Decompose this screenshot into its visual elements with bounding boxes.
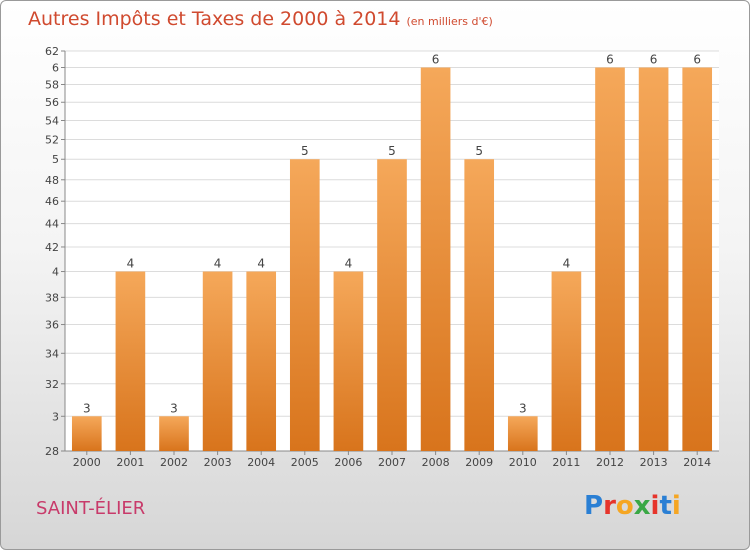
logo-letter: P: [584, 491, 604, 521]
bar: [202, 271, 233, 451]
y-tick-label: 6: [52, 61, 59, 74]
x-tick-label: 2004: [247, 456, 275, 469]
bar-value-label: 4: [345, 257, 353, 271]
bar-value-label: 5: [301, 144, 309, 158]
x-tick-label: 2011: [552, 456, 580, 469]
y-tick-label: 38: [45, 291, 59, 304]
x-tick-label: 2005: [291, 456, 319, 469]
y-tick-label: 48: [45, 174, 59, 187]
unit-label: (en milliers d'€): [406, 15, 493, 28]
y-tick-label: 56: [45, 96, 59, 109]
title-text: Autres Impôts et Taxes de 2000 à 2014: [28, 8, 401, 30]
logo-letter: t: [659, 491, 672, 521]
y-tick-label: 36: [45, 319, 59, 332]
bar: [507, 416, 538, 451]
bar: [377, 159, 407, 451]
y-tick-label: 54: [45, 115, 59, 128]
bar: [682, 67, 713, 451]
logo-letter: x: [633, 491, 651, 521]
y-tick-label: 62: [45, 45, 59, 58]
bar-value-label: 3: [170, 401, 178, 415]
y-tick-label: 28: [45, 445, 59, 458]
x-tick-label: 2012: [596, 456, 624, 469]
chart-title: Autres Impôts et Taxes de 2000 à 2014 (en…: [28, 8, 493, 30]
x-tick-label: 2002: [160, 456, 188, 469]
bar-value-label: 6: [693, 52, 701, 66]
location-label: SAINT-ÉLIER: [36, 498, 146, 519]
bar-value-label: 6: [432, 52, 440, 66]
bar-value-label: 5: [475, 144, 483, 158]
x-tick-label: 2013: [640, 456, 668, 469]
bar-value-label: 3: [519, 401, 527, 415]
bar-value-label: 4: [214, 257, 222, 271]
x-tick-label: 2000: [73, 456, 101, 469]
y-tick-label: 44: [45, 218, 59, 231]
y-tick-label: 3: [52, 410, 59, 423]
y-tick-label: 52: [45, 134, 59, 147]
bar-value-label: 5: [388, 144, 396, 158]
bar: [115, 271, 146, 451]
logo-letter: i: [671, 491, 681, 521]
x-tick-label: 2010: [509, 456, 537, 469]
bar: [638, 67, 669, 451]
bar: [464, 159, 495, 451]
y-tick-label: 5: [52, 153, 59, 166]
proxiti-logo: Proxiti: [584, 491, 681, 521]
bar: [333, 271, 364, 451]
x-tick-label: 2003: [204, 456, 232, 469]
bar-value-label: 6: [650, 52, 658, 66]
y-tick-label: 42: [45, 241, 59, 254]
y-tick-label: 58: [45, 79, 59, 92]
logo-letter: r: [603, 491, 616, 521]
bar: [159, 416, 189, 451]
bar-value-label: 4: [563, 257, 571, 271]
x-tick-label: 2014: [683, 456, 711, 469]
bar: [246, 271, 277, 451]
bar: [595, 67, 625, 451]
bar: [71, 416, 102, 451]
logo-letter: i: [650, 491, 660, 521]
x-tick-label: 2008: [422, 456, 450, 469]
bar: [551, 271, 582, 451]
x-tick-label: 2006: [334, 456, 362, 469]
bar-value-label: 3: [83, 401, 91, 415]
bar-value-label: 4: [257, 257, 265, 271]
bar-value-label: 6: [606, 52, 614, 66]
x-tick-label: 2009: [465, 456, 493, 469]
y-tick-label: 46: [45, 195, 59, 208]
x-tick-label: 2007: [378, 456, 406, 469]
bar: [289, 159, 320, 451]
y-tick-label: 4: [52, 266, 59, 279]
y-tick-label: 32: [45, 378, 59, 391]
bar: [420, 67, 451, 451]
y-tick-label: 34: [45, 347, 59, 360]
x-tick-label: 2001: [116, 456, 144, 469]
logo-letter: o: [615, 491, 634, 521]
bar-value-label: 4: [127, 257, 135, 271]
